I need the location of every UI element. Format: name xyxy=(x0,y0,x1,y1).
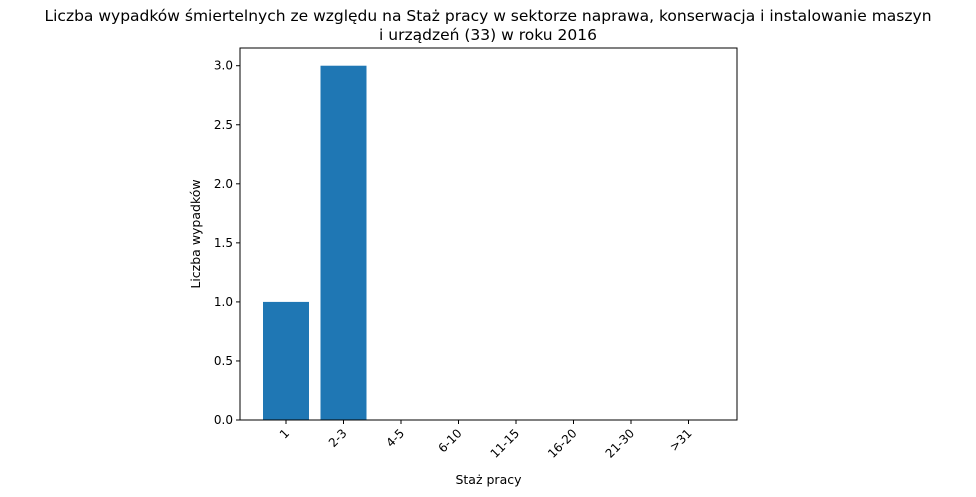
x-tick-label: 4-5 xyxy=(383,426,407,450)
bar-1 xyxy=(263,301,309,420)
x-tick-label: 2-3 xyxy=(326,426,350,450)
y-tick-label: 1.0 xyxy=(214,295,233,309)
y-tick-label: 2.5 xyxy=(214,118,233,132)
x-axis-label: Staż pracy xyxy=(455,472,522,487)
y-axis-label: Liczba wypadków xyxy=(188,179,203,288)
plot-frame xyxy=(239,47,738,421)
y-tick-label: 2.0 xyxy=(214,177,233,191)
x-tick-label: 21-30 xyxy=(603,426,638,461)
x-tick-label: 1 xyxy=(277,426,292,441)
chart-title-line-2: i urządzeń (33) w roku 2016 xyxy=(379,26,597,44)
x-tick-label: >31 xyxy=(667,426,695,454)
y-tick-label: 0.5 xyxy=(214,354,233,368)
x-tick-label: 6-10 xyxy=(435,426,464,455)
x-tick-label: 11-15 xyxy=(488,426,523,461)
x-tick-label: 16-20 xyxy=(545,426,580,461)
bar-2-3 xyxy=(320,65,367,420)
y-tick-label: 0.0 xyxy=(214,413,233,427)
y-tick-label: 1.5 xyxy=(214,236,233,250)
y-tick-label: 3.0 xyxy=(214,59,233,73)
chart-title-line-1: Liczba wypadków śmiertelnych ze względu … xyxy=(44,7,932,25)
